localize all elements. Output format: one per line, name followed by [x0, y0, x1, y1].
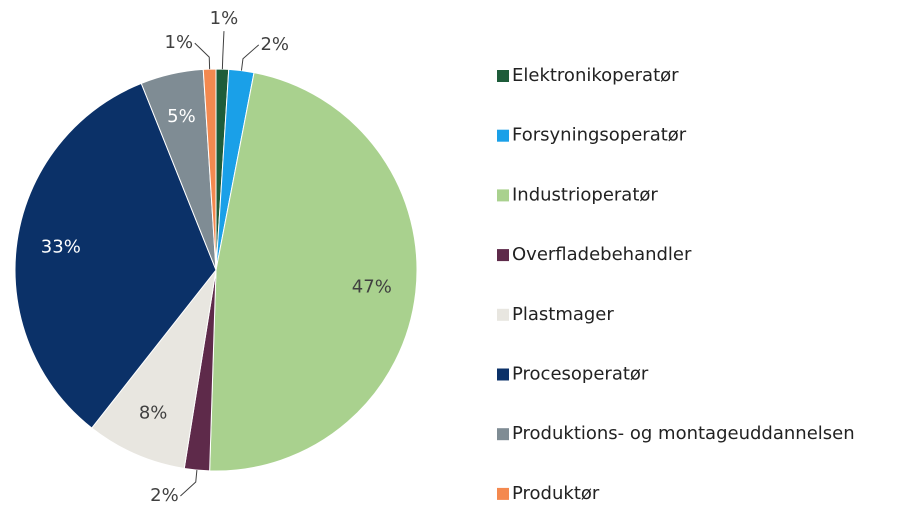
leader-line	[194, 42, 211, 70]
legend-swatch	[497, 487, 509, 500]
legend-label: Elektronikoperatør	[512, 65, 679, 86]
data-label: 8%	[139, 403, 168, 424]
data-label: 1%	[165, 32, 194, 53]
leader-line	[221, 31, 225, 70]
legend-label: Plastmager	[512, 304, 614, 325]
legend-swatch	[497, 308, 509, 321]
legend-label: Procesoperatør	[512, 364, 649, 385]
legend-swatch	[497, 428, 509, 441]
leader-line	[180, 470, 198, 497]
legend-label: Overfladebehandler	[512, 244, 692, 265]
legend-label: Industrioperatør	[512, 184, 658, 205]
leader-line	[240, 44, 260, 71]
pie-slice	[209, 72, 418, 472]
data-label: 2%	[150, 485, 179, 506]
legend-label: Forsyningsoperatør	[512, 125, 687, 146]
legend-swatch	[497, 129, 509, 142]
pie-slice	[202, 68, 217, 271]
data-label: 47%	[352, 276, 392, 297]
pie-slice	[91, 268, 217, 470]
legend-swatch	[497, 189, 509, 202]
data-label: 2%	[260, 34, 289, 55]
data-label: 1%	[210, 8, 239, 29]
data-label: 5%	[167, 106, 196, 127]
legend-swatch	[497, 249, 509, 262]
data-label: 33%	[41, 237, 81, 258]
legend-label: Produktør	[512, 483, 600, 504]
legend-label: Produktions- og montageuddannelsen	[512, 423, 855, 444]
pie-slice	[14, 82, 217, 429]
legend-swatch	[497, 70, 509, 82]
legend-swatch	[497, 368, 509, 381]
